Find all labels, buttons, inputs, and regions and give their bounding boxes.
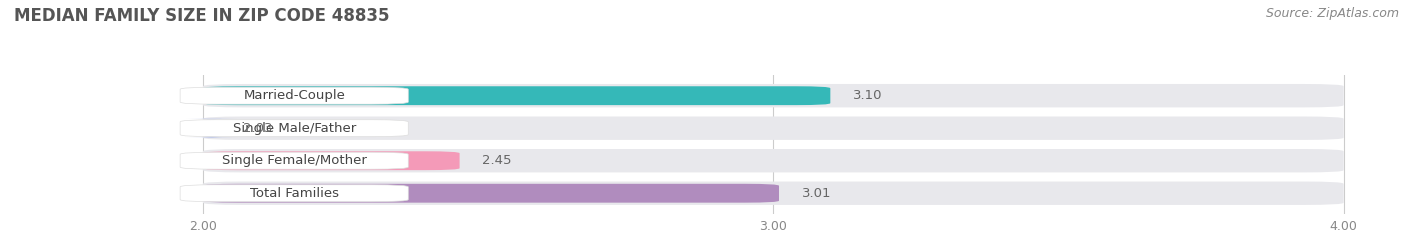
Text: Source: ZipAtlas.com: Source: ZipAtlas.com <box>1265 7 1399 20</box>
FancyBboxPatch shape <box>180 87 408 104</box>
FancyBboxPatch shape <box>202 86 831 105</box>
FancyBboxPatch shape <box>180 120 408 137</box>
Text: Married-Couple: Married-Couple <box>243 89 344 102</box>
FancyBboxPatch shape <box>202 84 1344 107</box>
Text: 2.03: 2.03 <box>243 122 273 135</box>
FancyBboxPatch shape <box>202 149 1344 172</box>
Text: 2.45: 2.45 <box>482 154 512 167</box>
Text: Single Female/Mother: Single Female/Mother <box>222 154 367 167</box>
FancyBboxPatch shape <box>186 119 238 138</box>
Text: MEDIAN FAMILY SIZE IN ZIP CODE 48835: MEDIAN FAMILY SIZE IN ZIP CODE 48835 <box>14 7 389 25</box>
Text: 3.10: 3.10 <box>853 89 883 102</box>
FancyBboxPatch shape <box>202 151 460 170</box>
Text: Single Male/Father: Single Male/Father <box>232 122 356 135</box>
Text: Total Families: Total Families <box>250 187 339 200</box>
FancyBboxPatch shape <box>180 152 408 169</box>
FancyBboxPatch shape <box>180 185 408 202</box>
FancyBboxPatch shape <box>202 184 779 203</box>
FancyBboxPatch shape <box>202 116 1344 140</box>
FancyBboxPatch shape <box>202 182 1344 205</box>
Text: 3.01: 3.01 <box>801 187 831 200</box>
